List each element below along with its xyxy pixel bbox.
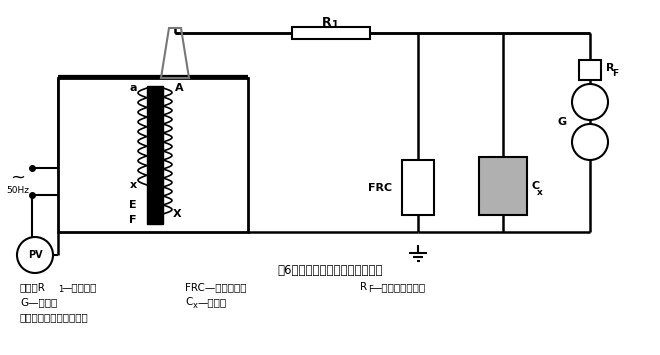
Text: 1: 1: [331, 20, 339, 30]
Text: 50Hz: 50Hz: [7, 186, 30, 195]
Text: x: x: [129, 180, 137, 190]
Bar: [402, 160, 434, 215]
Text: 图6：被试品工频耐压试验接线图: 图6：被试品工频耐压试验接线图: [277, 263, 383, 277]
Circle shape: [572, 124, 608, 160]
Text: 注：高压尾必须可靠接地: 注：高压尾必须可靠接地: [20, 312, 88, 322]
Text: C: C: [185, 297, 192, 307]
Text: A: A: [175, 83, 183, 93]
Text: R: R: [360, 282, 367, 292]
Text: X: X: [173, 209, 182, 219]
Text: F: F: [368, 284, 373, 294]
Text: R: R: [606, 63, 614, 73]
Text: E: E: [129, 200, 137, 210]
Text: C: C: [531, 181, 539, 191]
Text: 1: 1: [58, 284, 63, 294]
Bar: [58, 78, 248, 232]
Text: R: R: [322, 16, 332, 29]
Text: G: G: [558, 117, 567, 127]
Text: FRC: FRC: [368, 182, 392, 192]
Bar: [147, 86, 163, 224]
Text: FRC—阻容分压器: FRC—阻容分压器: [185, 282, 246, 292]
Text: x: x: [537, 187, 543, 197]
Text: F: F: [612, 70, 618, 78]
Text: 图中：R: 图中：R: [20, 282, 46, 292]
Text: G—球间隙: G—球间隙: [20, 297, 57, 307]
Bar: [479, 157, 527, 215]
Text: ~: ~: [11, 169, 26, 186]
Text: x: x: [193, 300, 198, 310]
Text: PV: PV: [28, 250, 42, 260]
Text: —球间隙保护电阻: —球间隙保护电阻: [372, 282, 426, 292]
Text: a: a: [129, 83, 137, 93]
Text: F: F: [129, 215, 137, 225]
Bar: [292, 27, 370, 39]
Text: —被试品: —被试品: [197, 297, 226, 307]
Bar: [579, 60, 601, 80]
Text: —限流电阻: —限流电阻: [62, 282, 98, 292]
Circle shape: [17, 237, 53, 273]
Circle shape: [572, 84, 608, 120]
